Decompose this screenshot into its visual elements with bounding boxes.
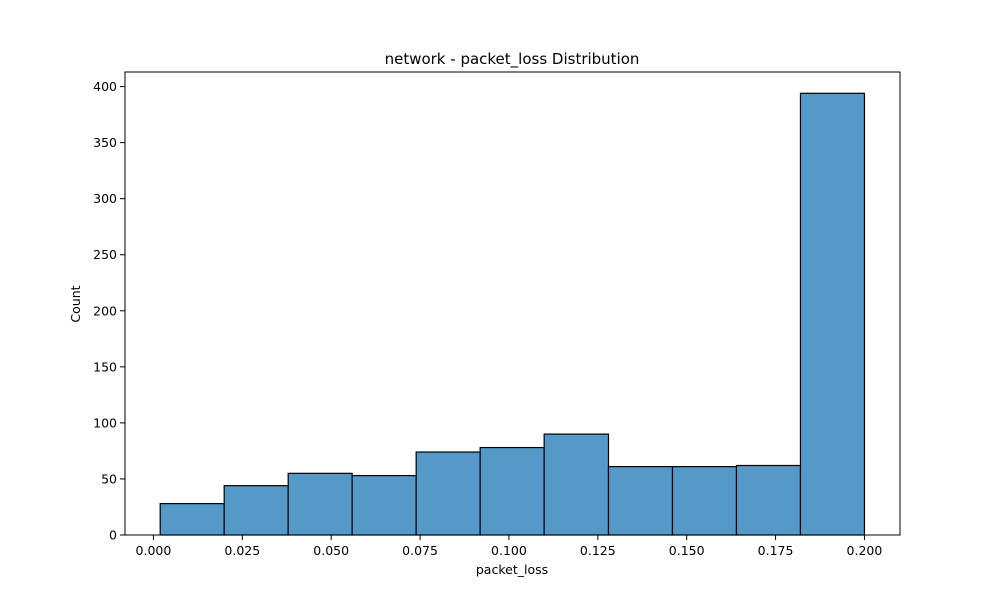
histogram-bar-10 xyxy=(799,92,866,536)
histogram-bar-4 xyxy=(415,451,481,536)
y-axis: 0 50 100 150 200 250 300 350 400 xyxy=(93,79,125,543)
histogram-bar-5 xyxy=(479,446,545,536)
plot-frame xyxy=(124,71,901,536)
histogram-bar-8 xyxy=(671,466,738,536)
x-tick-label: 0.050 xyxy=(313,543,349,558)
histogram-bar-7 xyxy=(607,466,674,536)
x-axis-label: packet_loss xyxy=(476,562,548,577)
x-tick-label: 0.200 xyxy=(847,543,883,558)
histogram-bar-0 xyxy=(159,503,225,536)
y-tick-label: 0 xyxy=(109,528,117,543)
y-tick-label: 350 xyxy=(93,135,117,150)
bars-group xyxy=(159,92,866,536)
x-tick-label: 0.100 xyxy=(491,543,527,558)
x-tick-label: 0.000 xyxy=(136,543,172,558)
histogram-bar-3 xyxy=(351,474,417,536)
y-tick-label: 250 xyxy=(93,247,117,262)
x-tick-label: 0.150 xyxy=(669,543,705,558)
y-tick-label: 300 xyxy=(93,191,117,206)
x-axis: 0.000 0.025 0.050 0.075 0.100 0.125 0.150 0.175… xyxy=(136,535,883,558)
y-tick-label: 400 xyxy=(93,79,117,94)
x-tick-label: 0.075 xyxy=(402,543,438,558)
x-tick-label: 0.125 xyxy=(580,543,616,558)
histogram-bar-1 xyxy=(223,485,289,536)
chart-title: network - packet_loss Distribution xyxy=(385,50,640,69)
x-tick-label: 0.175 xyxy=(758,543,794,558)
x-tick-label: 0.025 xyxy=(224,543,260,558)
histogram-bar-6 xyxy=(543,433,610,536)
y-axis-label: Count xyxy=(68,285,83,322)
y-tick-label: 150 xyxy=(93,359,117,374)
y-tick-label: 50 xyxy=(101,471,117,486)
histogram-bar-2 xyxy=(287,472,353,536)
y-tick-label: 100 xyxy=(93,415,117,430)
y-tick-label: 200 xyxy=(93,303,117,318)
histogram-bar-9 xyxy=(735,464,802,536)
